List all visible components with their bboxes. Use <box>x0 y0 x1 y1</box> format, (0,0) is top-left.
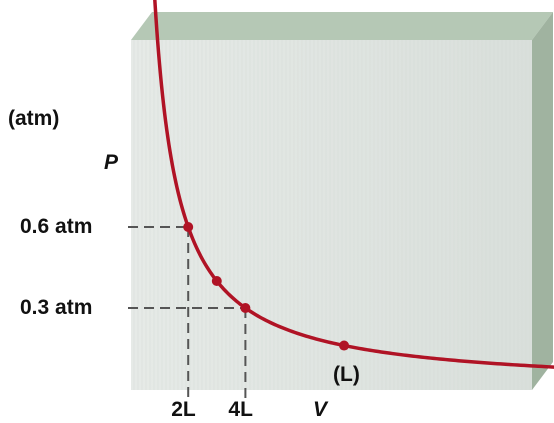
y-tick-label: 0.3 atm <box>20 296 93 319</box>
data-point <box>339 340 350 351</box>
data-point <box>183 222 194 232</box>
y-axis-unit-label: (atm) <box>8 107 60 130</box>
x-axis-unit-label: (L) <box>333 363 360 386</box>
panel-top-face <box>131 12 553 40</box>
y-tick-label: 0.6 atm <box>20 215 93 238</box>
x-axis-label: V <box>313 398 328 421</box>
x-tick-label: 2L <box>171 398 196 421</box>
x-tick-label: 4L <box>228 398 253 421</box>
series-line <box>153 0 554 369</box>
data-point <box>240 303 251 313</box>
y-axis-label: P <box>104 151 119 174</box>
panel-texture <box>131 40 532 390</box>
data-point <box>211 276 222 286</box>
panel-side-face <box>532 12 553 390</box>
